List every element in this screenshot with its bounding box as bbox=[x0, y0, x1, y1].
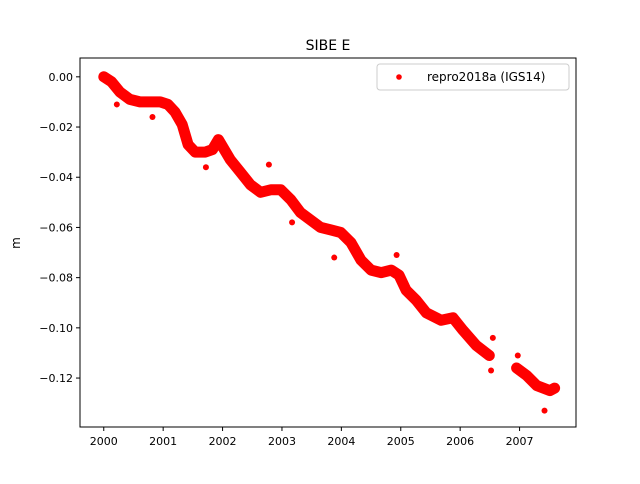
data-point bbox=[395, 272, 402, 279]
data-point bbox=[247, 181, 254, 188]
y-tick-label: −0.06 bbox=[39, 221, 73, 234]
data-point bbox=[523, 372, 530, 379]
data-point bbox=[368, 267, 375, 274]
axes-frame bbox=[79, 57, 577, 428]
data-point bbox=[172, 108, 179, 115]
data-point bbox=[215, 136, 222, 143]
data-point bbox=[460, 327, 467, 334]
data-point bbox=[166, 103, 173, 110]
y-tick-label: −0.04 bbox=[39, 171, 73, 184]
x-tick-label: 2001 bbox=[149, 435, 177, 448]
data-point bbox=[192, 149, 199, 156]
data-point bbox=[237, 169, 244, 176]
y-axis-ticks: 0.00 −0.02 −0.04 −0.06 −0.08 −0.10 −0.12 bbox=[39, 71, 80, 385]
data-point bbox=[438, 317, 445, 324]
y-tick-label: −0.02 bbox=[39, 121, 73, 134]
data-point bbox=[327, 226, 334, 233]
x-tick-label: 2006 bbox=[446, 435, 474, 448]
data-point bbox=[486, 352, 493, 359]
data-point bbox=[403, 287, 410, 294]
data-point bbox=[257, 189, 264, 196]
y-axis-label: m bbox=[9, 237, 23, 249]
data-point bbox=[179, 121, 186, 128]
data-point bbox=[202, 149, 209, 156]
data-point bbox=[513, 365, 520, 372]
data-point bbox=[393, 252, 400, 259]
data-point bbox=[297, 209, 304, 216]
data-point bbox=[488, 367, 495, 374]
data-point bbox=[100, 73, 107, 80]
data-point bbox=[337, 229, 344, 236]
data-point bbox=[317, 224, 324, 231]
legend-box bbox=[376, 63, 570, 91]
data-point bbox=[378, 269, 385, 276]
y-tick-label: −0.08 bbox=[39, 272, 73, 285]
y-tick-label: 0.00 bbox=[49, 71, 74, 84]
data-points bbox=[98, 71, 561, 414]
data-point bbox=[157, 98, 164, 105]
data-point bbox=[113, 101, 120, 108]
data-point bbox=[147, 98, 154, 105]
x-axis-ticks: 2000 2001 2002 2003 2004 2005 2006 2007 bbox=[90, 427, 534, 448]
data-point bbox=[357, 257, 364, 264]
data-point bbox=[331, 254, 338, 261]
data-point bbox=[221, 146, 228, 153]
data-point bbox=[277, 186, 284, 193]
legend: repro2018a (IGS14) bbox=[376, 63, 570, 91]
data-point bbox=[185, 141, 192, 148]
data-point bbox=[551, 385, 558, 392]
data-point bbox=[289, 219, 296, 226]
data-point bbox=[307, 216, 314, 223]
legend-marker bbox=[396, 74, 402, 80]
data-point bbox=[388, 267, 395, 274]
data-point bbox=[287, 196, 294, 203]
data-point bbox=[126, 96, 133, 103]
data-point bbox=[413, 297, 420, 304]
data-point bbox=[423, 309, 430, 316]
x-tick-label: 2003 bbox=[268, 435, 296, 448]
data-point bbox=[347, 239, 354, 246]
x-tick-label: 2004 bbox=[327, 435, 355, 448]
data-point bbox=[108, 78, 115, 85]
data-point bbox=[267, 186, 274, 193]
legend-label: repro2018a (IGS14) bbox=[427, 70, 545, 84]
data-point bbox=[265, 161, 272, 168]
data-point bbox=[489, 334, 496, 341]
data-point bbox=[541, 407, 548, 414]
data-point bbox=[116, 88, 123, 95]
y-tick-label: −0.12 bbox=[39, 372, 73, 385]
data-point bbox=[450, 314, 457, 321]
data-point bbox=[533, 382, 540, 389]
data-point bbox=[202, 164, 209, 171]
y-tick-label: −0.10 bbox=[39, 322, 73, 335]
data-point bbox=[514, 352, 521, 359]
data-point bbox=[209, 146, 216, 153]
data-point bbox=[546, 387, 553, 394]
x-tick-label: 2002 bbox=[209, 435, 237, 448]
x-tick-label: 2007 bbox=[506, 435, 534, 448]
data-point bbox=[136, 98, 143, 105]
data-point bbox=[473, 342, 480, 349]
data-point bbox=[149, 113, 156, 120]
x-tick-label: 2005 bbox=[387, 435, 415, 448]
data-point bbox=[227, 156, 234, 163]
chart-title: SIBE E bbox=[306, 38, 351, 54]
data-band bbox=[98, 71, 495, 361]
x-tick-label: 2000 bbox=[90, 435, 118, 448]
